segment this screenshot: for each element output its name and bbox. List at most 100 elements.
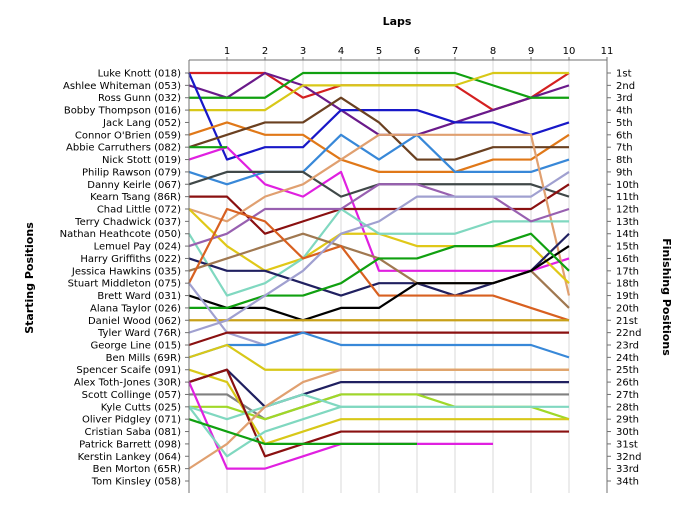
start-position-label: Scott Collinge (057) bbox=[82, 390, 181, 401]
chart-labels: 1 2 3 4 5 6 7 8 9 10 11 Luke Knott (018)Ashlee Whit… bbox=[60, 46, 642, 488]
finish-position-label: 10th bbox=[616, 180, 639, 191]
finish-position-label: 33rd bbox=[616, 464, 639, 475]
finish-position-label: 4th bbox=[616, 106, 633, 117]
start-position-label: Terry Chadwick (037) bbox=[74, 217, 181, 228]
finish-position-label: 34th bbox=[616, 477, 639, 488]
start-position-label: Alana Taylor (026) bbox=[90, 303, 181, 314]
start-position-label: Chad Little (072) bbox=[97, 205, 181, 216]
series-line bbox=[188, 133, 570, 186]
finish-position-label: 25th bbox=[616, 365, 639, 376]
start-position-label: Cristian Saba (081) bbox=[85, 427, 182, 438]
start-position-label: Alex Toth-Jones (30R) bbox=[74, 378, 181, 389]
series-line bbox=[188, 331, 570, 359]
finish-position-label: 29th bbox=[616, 415, 639, 426]
series-line bbox=[188, 207, 569, 297]
finish-position-label: 6th bbox=[616, 130, 633, 141]
finish-position-label: 26th bbox=[616, 378, 639, 389]
series-line bbox=[188, 418, 417, 446]
finish-position-label: 2nd bbox=[616, 81, 635, 92]
series-line bbox=[188, 133, 571, 296]
start-position-label: Patrick Barrett (098) bbox=[79, 439, 181, 450]
start-position-label: Jack Lang (052) bbox=[102, 118, 181, 129]
finish-position-label: 17th bbox=[616, 266, 639, 277]
finish-position-label: 30th bbox=[616, 427, 639, 438]
start-position-label: Harry Griffiths (022) bbox=[80, 254, 181, 265]
x-tick-label: 8 bbox=[490, 46, 496, 57]
finish-position-label: 8th bbox=[616, 155, 633, 166]
finish-position-label: 5th bbox=[616, 118, 633, 129]
start-position-label: Nathan Heathcote (050) bbox=[60, 229, 181, 240]
series-line bbox=[188, 368, 569, 446]
series-line bbox=[189, 232, 570, 310]
start-position-label: Tyler Ward (76R) bbox=[97, 328, 181, 339]
finish-position-label: 14th bbox=[616, 229, 639, 240]
start-position-label: Ross Gunn (032) bbox=[98, 93, 181, 104]
series-line bbox=[188, 207, 570, 322]
x-tick-label: 3 bbox=[300, 46, 306, 57]
series-line bbox=[189, 71, 569, 99]
finish-position-label: 9th bbox=[616, 167, 633, 178]
x-tick-label: 7 bbox=[452, 46, 458, 57]
y-axis-right-title: Finishing Positions bbox=[660, 238, 673, 356]
x-tick-label: 10 bbox=[563, 46, 576, 57]
chart-series bbox=[187, 71, 571, 470]
start-position-label: Tom Kinsley (058) bbox=[91, 477, 181, 488]
finish-position-label: 28th bbox=[616, 402, 639, 413]
series-line bbox=[188, 170, 570, 334]
x-tick-label: 9 bbox=[528, 46, 534, 57]
start-position-label: Ashlee Whiteman (053) bbox=[63, 81, 181, 92]
chart-axes bbox=[185, 57, 611, 493]
finish-position-label: 21st bbox=[616, 316, 638, 327]
start-position-label: Bobby Thompson (016) bbox=[64, 106, 181, 117]
finish-position-label: 13th bbox=[616, 217, 639, 228]
series-line bbox=[188, 331, 569, 347]
finish-position-label: 32nd bbox=[616, 452, 641, 463]
start-position-label: Stuart Middleton (075) bbox=[68, 279, 182, 290]
x-tick-label: 11 bbox=[601, 46, 614, 57]
finish-position-label: 7th bbox=[616, 143, 633, 154]
series-line bbox=[189, 71, 569, 112]
series-line bbox=[188, 368, 569, 470]
start-position-label: Brett Ward (031) bbox=[97, 291, 181, 302]
series-line bbox=[187, 72, 570, 161]
start-position-label: Spencer Scaife (091) bbox=[76, 365, 181, 376]
series-line bbox=[189, 183, 570, 235]
start-position-label: Kerstin Lankey (064) bbox=[78, 452, 181, 463]
x-tick-label: 4 bbox=[338, 46, 344, 57]
x-tick-label: 6 bbox=[414, 46, 420, 57]
start-position-label: Kearn Tsang (86R) bbox=[90, 192, 181, 203]
finish-position-label: 18th bbox=[616, 279, 639, 290]
finish-position-label: 12th bbox=[616, 205, 639, 216]
start-position-label: Ben Mills (69R) bbox=[106, 353, 181, 364]
finish-position-label: 31st bbox=[616, 439, 638, 450]
finish-position-label: 27th bbox=[616, 390, 639, 401]
start-position-label: Oliver Pidgley (071) bbox=[82, 415, 181, 426]
finish-position-label: 20th bbox=[616, 303, 639, 314]
chart-title: Laps bbox=[383, 15, 412, 28]
finish-position-label: 1st bbox=[616, 69, 632, 80]
finish-position-label: 11th bbox=[616, 192, 639, 203]
finish-position-label: 3rd bbox=[616, 93, 633, 104]
series-line bbox=[188, 96, 569, 161]
finish-position-label: 15th bbox=[616, 242, 639, 253]
series-line bbox=[188, 121, 570, 174]
start-position-label: Daniel Wood (062) bbox=[88, 316, 181, 327]
finish-position-label: 22nd bbox=[616, 328, 641, 339]
x-tick-label: 5 bbox=[376, 46, 382, 57]
finish-position-label: 19th bbox=[616, 291, 639, 302]
finish-position-label: 24th bbox=[616, 353, 639, 364]
finish-position-label: 23rd bbox=[616, 341, 639, 352]
series-line bbox=[188, 245, 570, 322]
start-position-label: Abbie Carruthers (082) bbox=[66, 143, 181, 154]
series-line bbox=[188, 368, 569, 458]
start-position-label: Lemuel Pay (024) bbox=[94, 242, 182, 253]
series-line bbox=[188, 405, 417, 458]
start-position-label: Danny Keirle (067) bbox=[87, 180, 181, 191]
start-position-label: George Line (015) bbox=[90, 341, 181, 352]
finish-position-label: 16th bbox=[616, 254, 639, 265]
start-position-label: Connor O'Brien (059) bbox=[75, 130, 181, 141]
x-tick-label: 2 bbox=[262, 46, 268, 57]
start-position-label: Jessica Hawkins (035) bbox=[71, 266, 181, 277]
series-line bbox=[188, 368, 569, 408]
